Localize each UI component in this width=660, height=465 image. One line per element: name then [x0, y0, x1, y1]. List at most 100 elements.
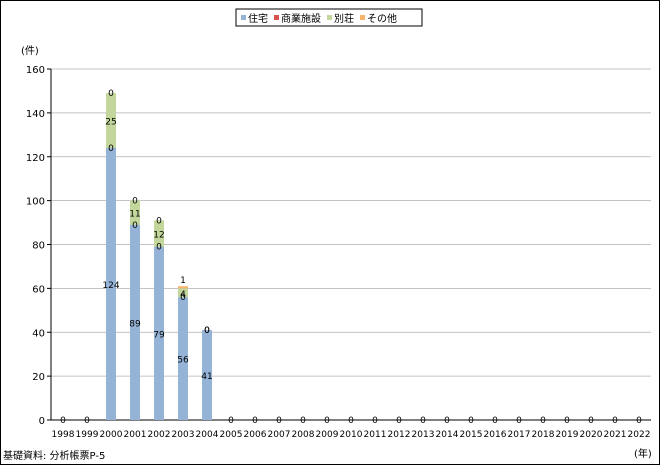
y-tick-label: 120 — [26, 153, 45, 164]
x-tick-label: 1998 — [52, 430, 75, 440]
data-label: 0 — [156, 243, 162, 253]
bar-segment — [130, 200, 140, 225]
x-tick-label: 2000 — [100, 430, 123, 440]
data-label: 0 — [324, 416, 330, 426]
gridlines — [47, 68, 651, 421]
data-label: 25 — [105, 118, 116, 128]
data-label: 0 — [204, 326, 210, 336]
x-tick-label: 2022 — [628, 430, 651, 440]
data-label: 89 — [129, 319, 141, 329]
x-tick-label: 2021 — [604, 430, 627, 440]
bar-segment — [154, 246, 164, 420]
legend-swatch-2 — [327, 15, 332, 20]
bars — [106, 93, 212, 420]
bar-segment — [106, 147, 116, 420]
x-tick-label: 2002 — [148, 430, 171, 440]
data-label: 0 — [108, 89, 114, 99]
x-tick-label: 2001 — [124, 430, 147, 440]
legend-label-2: 別荘 — [334, 13, 354, 25]
data-label: 0 — [180, 293, 186, 303]
x-tick-label: 2016 — [484, 430, 507, 440]
data-label: 0 — [564, 416, 570, 426]
x-axis-label: (年) — [634, 447, 652, 460]
data-label: 0 — [492, 416, 498, 426]
x-tick-label: 2004 — [196, 430, 219, 440]
data-label: 0 — [372, 416, 378, 426]
data-label: 0 — [516, 416, 522, 426]
x-tick-label: 2019 — [556, 430, 579, 440]
bar-segment — [178, 288, 188, 298]
y-tick-label: 80 — [32, 241, 45, 252]
x-tick-label: 2020 — [580, 430, 603, 440]
x-tick-label: 2018 — [532, 430, 555, 440]
data-label: 0 — [108, 144, 114, 154]
data-label: 0 — [588, 416, 594, 426]
data-label: 41 — [201, 372, 212, 382]
data-label: 0 — [396, 416, 402, 426]
y-tick-label: 20 — [32, 372, 45, 383]
data-label: 0 — [612, 416, 618, 426]
legend-swatch-3 — [360, 15, 365, 20]
x-tick-label: 2011 — [364, 430, 387, 440]
data-label: 0 — [276, 416, 282, 426]
x-tick-label: 2013 — [412, 430, 435, 440]
x-tick-label: 1999 — [76, 430, 99, 440]
data-label: 0 — [540, 416, 546, 426]
data-label: 0 — [228, 416, 234, 426]
data-label: 4 — [180, 290, 186, 300]
y-tick-label: 0 — [39, 416, 45, 427]
bar-segment — [178, 286, 188, 289]
x-tick-label: 2014 — [436, 430, 459, 440]
bar-segment — [202, 330, 212, 420]
data-label: 0 — [60, 416, 66, 426]
bar-segment — [178, 297, 188, 420]
data-label: 0 — [420, 416, 426, 426]
bar-segment — [130, 224, 140, 420]
legend-swatch-0 — [241, 15, 246, 20]
y-axis-label: (件) — [21, 45, 39, 57]
data-label: 124 — [102, 281, 119, 291]
legend-swatch-1 — [274, 15, 279, 20]
x-tick-label: 2017 — [508, 430, 531, 440]
x-tick-label: 2006 — [244, 430, 267, 440]
data-label: 0 — [300, 416, 306, 426]
data-label: 56 — [177, 356, 189, 366]
bar-segment — [106, 93, 116, 148]
x-tick-label: 2007 — [268, 430, 291, 440]
data-label: 11 — [129, 210, 140, 220]
data-label: 0 — [84, 416, 90, 426]
y-tick-labels: 0 20 40 60 80 100 120 140 160 — [26, 65, 45, 427]
x-tick-label: 2012 — [388, 430, 411, 440]
bar-segment — [154, 220, 164, 247]
data-label: 12 — [153, 231, 164, 241]
data-label: 0 — [132, 221, 138, 231]
data-label: 0 — [252, 416, 258, 426]
y-tick-label: 160 — [26, 65, 45, 76]
y-tick-label: 40 — [32, 328, 45, 339]
y-tick-label: 60 — [32, 284, 45, 295]
y-tick-label: 100 — [26, 197, 45, 208]
x-tick-labels: 1998 1999 2000 2001 2002 2003 2004 2005 2006 2007… — [52, 430, 651, 440]
x-tick-label: 2003 — [172, 430, 195, 440]
data-label: 0 — [204, 326, 210, 336]
chart-legend: 住宅 商業施設 別荘 その他 — [235, 8, 423, 27]
legend-label-1: 商業施設 — [281, 12, 321, 25]
data-label: 0 — [132, 197, 138, 207]
x-tick-label: 2010 — [340, 430, 363, 440]
x-tick-label: 2005 — [220, 430, 243, 440]
data-label: 0 — [348, 416, 354, 426]
source-note: 基礎資料: 分析帳票P-5 — [3, 449, 105, 462]
data-label: 0 — [444, 416, 450, 426]
x-tick-label: 2015 — [460, 430, 483, 440]
data-label: 0 — [468, 416, 474, 426]
data-label: 79 — [153, 330, 165, 340]
data-label: 1 — [180, 276, 186, 286]
data-label: 0 — [156, 216, 162, 226]
legend-label-0: 住宅 — [248, 12, 268, 25]
x-tick-label: 2008 — [292, 430, 315, 440]
y-tick-label: 140 — [26, 109, 45, 120]
data-label: 0 — [636, 416, 642, 426]
